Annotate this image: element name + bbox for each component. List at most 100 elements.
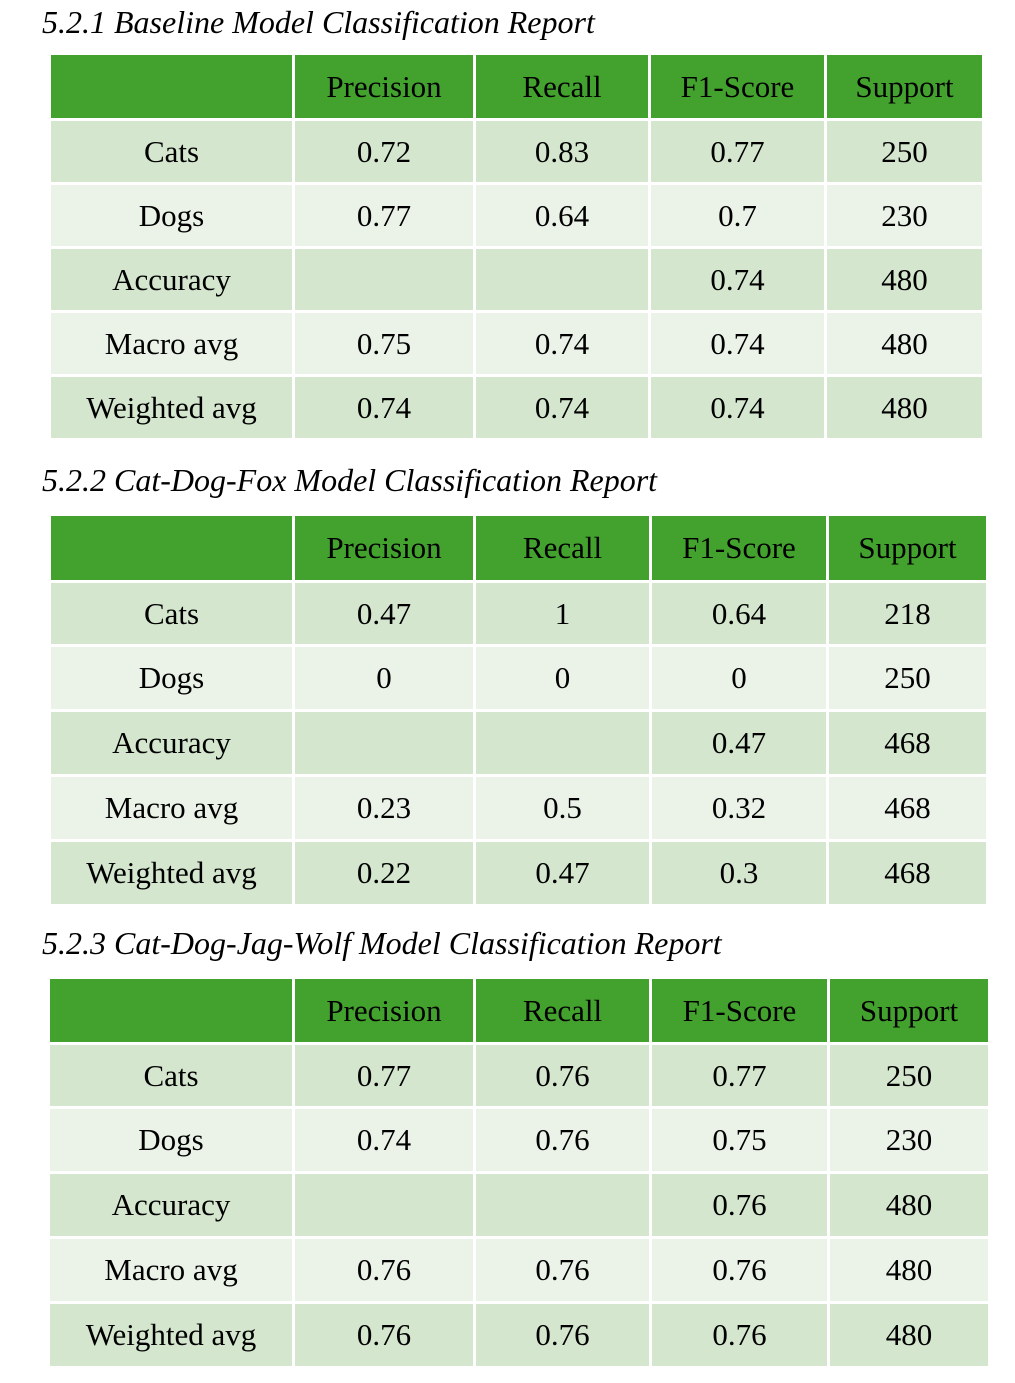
table-cell: 0.76	[649, 1301, 830, 1369]
row-label: Weighted avg	[48, 839, 295, 907]
table-cell: 0.23	[292, 774, 476, 842]
table-cell: 230	[827, 1106, 991, 1174]
row-label: Cats	[48, 580, 295, 647]
table-row: Macro avg 0.75 0.74 0.74 480	[48, 310, 985, 377]
table-cell	[292, 709, 476, 777]
table-cell: 0.77	[292, 1042, 476, 1109]
table-row: Cats 0.47 1 0.64 218	[48, 580, 989, 647]
header-cell: Support	[826, 513, 989, 583]
table-cell: 0	[292, 644, 476, 712]
table-row: Cats 0.77 0.76 0.77 250	[47, 1042, 991, 1109]
section-title-cat-dog-fox: 5.2.2 Cat-Dog-Fox Model Classification R…	[42, 462, 658, 498]
table-cell: 250	[824, 118, 985, 185]
table-row: Accuracy 0.74 480	[48, 246, 985, 313]
table-cell: 0.74	[473, 374, 651, 441]
table-cell	[292, 1171, 476, 1239]
table-cell: 480	[827, 1301, 991, 1369]
table-cell: 0.76	[649, 1236, 830, 1304]
table-cell: 0.47	[473, 839, 652, 907]
table-row: Dogs 0 0 0 250	[48, 644, 989, 712]
classification-report-baseline: Precision Recall F1-Score Support Cats 0…	[48, 52, 985, 441]
table-cell: 0.75	[292, 310, 476, 377]
classification-report-cat-dog-jag-wolf: Precision Recall F1-Score Support Cats 0…	[47, 976, 991, 1369]
header-cell: F1-Score	[649, 976, 830, 1045]
table-row: Weighted avg 0.74 0.74 0.74 480	[48, 374, 985, 441]
row-label: Dogs	[48, 182, 295, 249]
row-label: Cats	[48, 118, 295, 185]
row-label: Macro avg	[48, 774, 295, 842]
table-row: Cats 0.72 0.83 0.77 250	[48, 118, 985, 185]
table-cell	[473, 1171, 652, 1239]
header-cell: F1-Score	[649, 513, 829, 583]
header-cell: Recall	[473, 976, 652, 1045]
table-cell: 468	[826, 839, 989, 907]
header-cell	[48, 513, 295, 583]
table-cell: 0	[649, 644, 829, 712]
table-row: Dogs 0.74 0.76 0.75 230	[47, 1106, 991, 1174]
table-cell: 0.76	[473, 1042, 652, 1109]
table-cell: 0.76	[473, 1106, 652, 1174]
row-label: Macro avg	[47, 1236, 295, 1304]
header-cell: Support	[824, 52, 985, 121]
table-cell: 0.77	[292, 182, 476, 249]
table-cell: 0.77	[649, 1042, 830, 1109]
header-cell: Recall	[473, 513, 652, 583]
table-row: Accuracy 0.76 480	[47, 1171, 991, 1239]
classification-report-cat-dog-fox: Precision Recall F1-Score Support Cats 0…	[48, 513, 989, 907]
table-cell: 0.74	[292, 1106, 476, 1174]
table-cell: 0.64	[473, 182, 651, 249]
table-row: Macro avg 0.23 0.5 0.32 468	[48, 774, 989, 842]
header-cell	[48, 52, 295, 121]
table-cell: 0.64	[649, 580, 829, 647]
table-cell: 0.76	[473, 1301, 652, 1369]
table-cell: 480	[827, 1236, 991, 1304]
table-cell: 480	[824, 246, 985, 313]
table-cell: 0.74	[648, 310, 827, 377]
table-cell: 468	[826, 774, 989, 842]
row-label: Dogs	[48, 644, 295, 712]
table-header-row: Precision Recall F1-Score Support	[48, 513, 989, 583]
header-cell: Support	[827, 976, 991, 1045]
table-cell: 0.72	[292, 118, 476, 185]
header-cell: Precision	[292, 976, 476, 1045]
table-cell: 0.47	[649, 709, 829, 777]
table-cell: 0.22	[292, 839, 476, 907]
section-title-baseline: 5.2.1 Baseline Model Classification Repo…	[42, 4, 595, 40]
table-cell: 250	[826, 644, 989, 712]
table-cell: 0.3	[649, 839, 829, 907]
table-cell: 480	[827, 1171, 991, 1239]
table-cell: 218	[826, 580, 989, 647]
row-label: Weighted avg	[48, 374, 295, 441]
row-label: Macro avg	[48, 310, 295, 377]
table-cell: 480	[824, 374, 985, 441]
table-row: Macro avg 0.76 0.76 0.76 480	[47, 1236, 991, 1304]
table-row: Accuracy 0.47 468	[48, 709, 989, 777]
table-cell: 0.5	[473, 774, 652, 842]
table-cell: 0.74	[292, 374, 476, 441]
table-cell: 0.75	[649, 1106, 830, 1174]
row-label: Dogs	[47, 1106, 295, 1174]
table-header-row: Precision Recall F1-Score Support	[47, 976, 991, 1045]
table-cell: 0.32	[649, 774, 829, 842]
row-label: Accuracy	[48, 709, 295, 777]
table-cell: 0.74	[473, 310, 651, 377]
table-cell	[292, 246, 476, 313]
row-label: Weighted avg	[47, 1301, 295, 1369]
section-title-cat-dog-jag-wolf: 5.2.3 Cat-Dog-Jag-Wolf Model Classificat…	[42, 925, 722, 961]
table-cell: 250	[827, 1042, 991, 1109]
table-cell: 0.7	[648, 182, 827, 249]
table-cell: 1	[473, 580, 652, 647]
table-cell: 0.47	[292, 580, 476, 647]
table-cell: 0.76	[292, 1236, 476, 1304]
table-cell	[473, 709, 652, 777]
row-label: Accuracy	[48, 246, 295, 313]
table-cell: 0.77	[648, 118, 827, 185]
table-row: Weighted avg 0.22 0.47 0.3 468	[48, 839, 989, 907]
table-cell: 0.76	[473, 1236, 652, 1304]
table-cell: 0.76	[649, 1171, 830, 1239]
table-cell	[473, 246, 651, 313]
header-cell: Recall	[473, 52, 651, 121]
table-cell: 0	[473, 644, 652, 712]
header-cell: Precision	[292, 52, 476, 121]
header-cell: F1-Score	[648, 52, 827, 121]
